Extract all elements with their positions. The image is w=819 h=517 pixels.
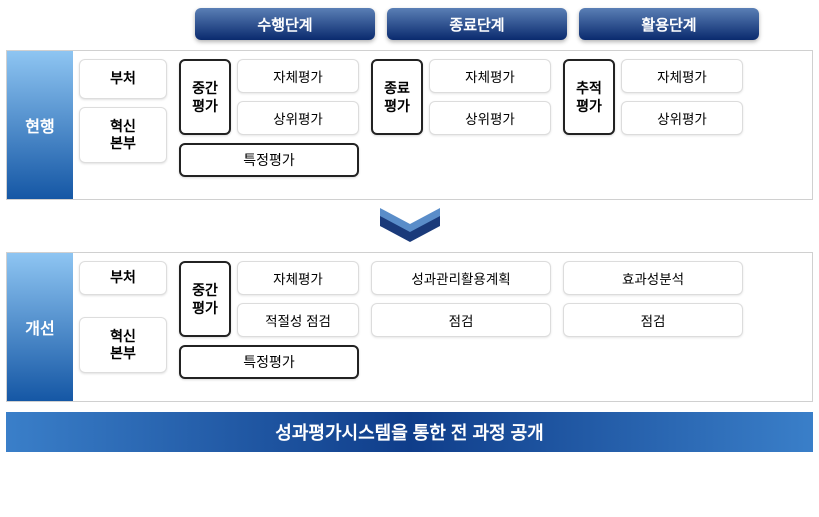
box-self-eval-2: 자체평가	[429, 59, 551, 93]
box-mid-eval-2: 중간 평가	[179, 261, 231, 337]
row-labels-improved: 부처 혁신 본부	[73, 253, 173, 401]
phase-col-imp-1: 중간 평가 자체평가 적절성 점검 특정평가	[179, 261, 359, 379]
phase-col-imp-2: 성과관리활용계획 점검	[371, 261, 551, 379]
content-improved: 중간 평가 자체평가 적절성 점검 특정평가 성과관리활용계획 점검 효과성분석…	[173, 253, 812, 401]
box-self-eval-imp: 자체평가	[237, 261, 359, 295]
box-track-eval: 추적 평가	[563, 59, 615, 135]
box-appropriate-check: 적절성 점검	[237, 303, 359, 337]
box-upper-eval-1: 상위평가	[237, 101, 359, 135]
box-upper-eval-2: 상위평가	[429, 101, 551, 135]
side-label-improved: 개선	[7, 253, 73, 401]
side-label-current: 현행	[7, 51, 73, 199]
box-effect-analysis: 효과성분석	[563, 261, 743, 295]
box-specific-eval-2: 특정평가	[179, 345, 359, 379]
section-current: 현행 부처 혁신 본부 중간 평가 자체평가 상위평가 특정평가 종료 평가	[6, 50, 813, 200]
stage-header-3: 활용단계	[579, 8, 759, 40]
box-end-eval: 종료 평가	[371, 59, 423, 135]
phase-col-1: 중간 평가 자체평가 상위평가 특정평가	[179, 59, 359, 177]
box-perf-plan: 성과관리활용계획	[371, 261, 551, 295]
row-label-dept: 부처	[79, 59, 167, 99]
stage-headers: 수행단계 종료단계 활용단계	[195, 8, 819, 40]
stage-header-1: 수행단계	[195, 8, 375, 40]
box-check-3: 점검	[563, 303, 743, 337]
box-mid-eval: 중간 평가	[179, 59, 231, 135]
box-check-2: 점검	[371, 303, 551, 337]
arrow-down-icon	[0, 208, 819, 242]
footer-banner: 성과평가시스템을 통한 전 과정 공개	[6, 412, 813, 452]
content-current: 중간 평가 자체평가 상위평가 특정평가 종료 평가 자체평가 상위평가 추적 …	[173, 51, 812, 199]
row-label-hq: 혁신 본부	[79, 107, 167, 163]
section-improved: 개선 부처 혁신 본부 중간 평가 자체평가 적절성 점검 특정평가 성과관리활…	[6, 252, 813, 402]
phase-col-2: 종료 평가 자체평가 상위평가	[371, 59, 551, 177]
box-self-eval-1: 자체평가	[237, 59, 359, 93]
phase-col-imp-3: 효과성분석 점검	[563, 261, 743, 379]
row-label-hq-2: 혁신 본부	[79, 317, 167, 373]
box-upper-eval-3: 상위평가	[621, 101, 743, 135]
stage-header-2: 종료단계	[387, 8, 567, 40]
row-labels-current: 부처 혁신 본부	[73, 51, 173, 199]
box-specific-eval-1: 특정평가	[179, 143, 359, 177]
row-label-dept-2: 부처	[79, 261, 167, 295]
phase-col-3: 추적 평가 자체평가 상위평가	[563, 59, 743, 177]
box-self-eval-3: 자체평가	[621, 59, 743, 93]
